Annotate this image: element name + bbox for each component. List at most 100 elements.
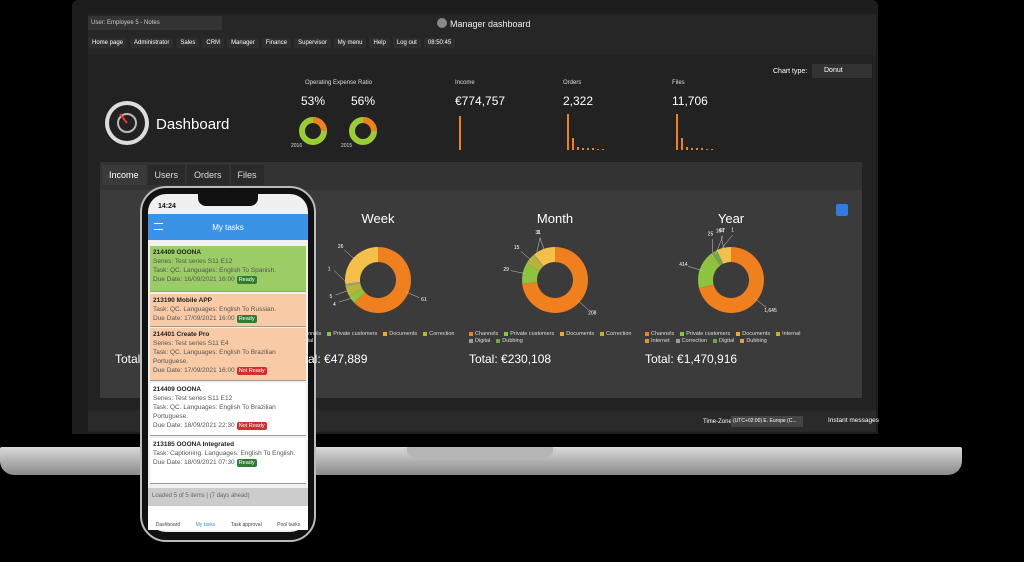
dashboard-icon — [105, 101, 149, 145]
ring-orange — [312, 117, 327, 132]
legend-swatch — [713, 338, 718, 343]
menu-item[interactable]: Supervisor — [294, 37, 331, 48]
instant-messages[interactable]: Instant messages — [828, 417, 879, 424]
legend-swatch — [496, 338, 501, 343]
mini-bar — [567, 114, 569, 150]
label-leader — [510, 270, 526, 274]
menu-item[interactable]: Finance — [261, 37, 292, 48]
label-leader — [520, 250, 533, 261]
label-leader — [577, 299, 589, 311]
phone-title: My tasks — [212, 223, 244, 232]
menu-item[interactable]: Sales — [176, 37, 200, 48]
task-title: 214401 Create Pro — [153, 331, 210, 338]
menu-item[interactable]: CRM — [202, 37, 225, 48]
ratio-value: 56% — [351, 94, 376, 108]
legend-item: Correction — [600, 331, 631, 337]
task-line: Task: QC. Languages: English To Russian. — [153, 306, 277, 313]
menu-item[interactable]: Home page — [88, 37, 128, 48]
label-leader — [344, 249, 356, 261]
task-line: Task: Captioning. Languages: English To … — [153, 450, 296, 457]
status-badge: Not Ready — [236, 367, 267, 375]
legend-swatch — [680, 331, 685, 336]
chart-total: Total: €1,470,916 — [645, 352, 738, 366]
legend-text: Private customers — [510, 331, 555, 337]
tab[interactable]: Users — [147, 165, 186, 185]
menu-item[interactable]: 08:50:45 — [423, 37, 456, 48]
task-line: Task: QC. Languages: English To Brazilia… — [153, 349, 276, 365]
legend-swatch — [423, 331, 428, 336]
tab[interactable]: Orders — [187, 165, 229, 185]
phone-time: 14:24 — [158, 203, 176, 210]
data-label: 4 — [333, 302, 336, 308]
donut-slice — [522, 263, 540, 284]
task-due: Due Date: 18/09/2021 07:30 Ready — [153, 458, 303, 467]
legend-item: Channels — [645, 331, 674, 337]
label-leader — [720, 236, 725, 251]
label-leader — [405, 291, 420, 298]
legend-text: Correction — [681, 338, 708, 344]
timezone-select[interactable]: (UTC+02:00) E. Europe (C... — [731, 416, 803, 427]
data-label: 1 — [537, 230, 540, 236]
task-line: Task: QC. Languages: English To Spanish. — [153, 267, 277, 274]
nav-item[interactable]: My tasks — [195, 522, 216, 528]
legend-item: Documents — [383, 331, 417, 337]
task-card[interactable]: 213185 OOONA Integrated Task: Captioning.… — [150, 438, 306, 484]
ratio-ring — [299, 117, 327, 145]
legend-item: Private customers — [327, 331, 377, 337]
phone-header — [148, 214, 308, 240]
legend-item: Internet — [645, 338, 670, 344]
task-title: 214409 OOONA — [153, 249, 202, 256]
ratio-value: 53% — [301, 94, 326, 108]
mini-bar — [587, 148, 589, 150]
laptop-notch — [407, 447, 553, 458]
legend-text: Dubbing — [502, 338, 523, 344]
task-card[interactable]: 214409 OOONA Series: Test series S11 E12 T… — [150, 246, 306, 292]
donut-slice — [534, 247, 555, 267]
nav-item[interactable]: Dashboard — [155, 522, 181, 528]
task-card[interactable]: 214401 Create Pro Series: Test series S11… — [150, 328, 306, 381]
legend-item: Documents — [560, 331, 594, 337]
legend-swatch — [776, 331, 781, 336]
chart-title: Month — [536, 211, 574, 226]
donut-slice — [354, 247, 411, 313]
data-label: 26 — [338, 244, 344, 250]
task-title: 213185 OOONA Integrated — [153, 441, 235, 448]
legend-text: Documents — [566, 331, 595, 337]
phone-menu-icon[interactable] — [154, 223, 163, 230]
menu-item[interactable]: Manager — [227, 37, 259, 48]
task-line: Task: QC. Languages: English To Brazilia… — [153, 404, 276, 420]
chart-type-select[interactable]: Donut — [812, 64, 872, 78]
due-date: Due Date: 18/09/2021 07:30 — [153, 459, 235, 466]
legend-swatch — [740, 338, 745, 343]
tab[interactable]: Files — [230, 165, 264, 185]
mini-bar — [681, 138, 683, 150]
menu-item[interactable]: Administrator — [130, 37, 174, 48]
chart-total: Total: €47,889 — [292, 352, 368, 366]
task-due: Due Date: 18/09/2021 22:30 Not Ready — [153, 421, 303, 430]
label-leader — [539, 237, 546, 252]
mini-bar — [572, 138, 574, 150]
menu-item[interactable]: Help — [369, 37, 390, 48]
mini-bar — [597, 149, 599, 150]
legend-text: Documents — [742, 331, 771, 337]
legend-item: Digital — [713, 338, 734, 344]
legend-text: Internal — [782, 331, 801, 337]
donut-slice — [522, 247, 588, 313]
kpi-value: €774,757 — [455, 94, 506, 108]
menu-item[interactable]: Log out — [392, 37, 421, 48]
legend-swatch — [675, 338, 680, 343]
task-card[interactable]: 213190 Mobile APP Task: QC. Languages: En… — [150, 294, 306, 327]
legend-text: Channels — [651, 331, 675, 337]
task-card[interactable]: 214409 OOONA Series: Test series S11 E12 T… — [150, 383, 306, 436]
data-label: 29 — [503, 267, 509, 273]
app-title: Manager dashboard — [450, 19, 531, 29]
nav-item[interactable]: Pool tasks — [277, 522, 301, 528]
mini-bar — [602, 149, 604, 150]
legend-item: Channels — [469, 331, 498, 337]
ratio-year: 2016 — [291, 143, 303, 149]
nav-item[interactable]: Task approval — [230, 522, 262, 528]
tab[interactable]: Income — [102, 165, 146, 185]
export-button[interactable] — [836, 204, 848, 216]
menu-item[interactable]: My menu — [333, 37, 367, 48]
